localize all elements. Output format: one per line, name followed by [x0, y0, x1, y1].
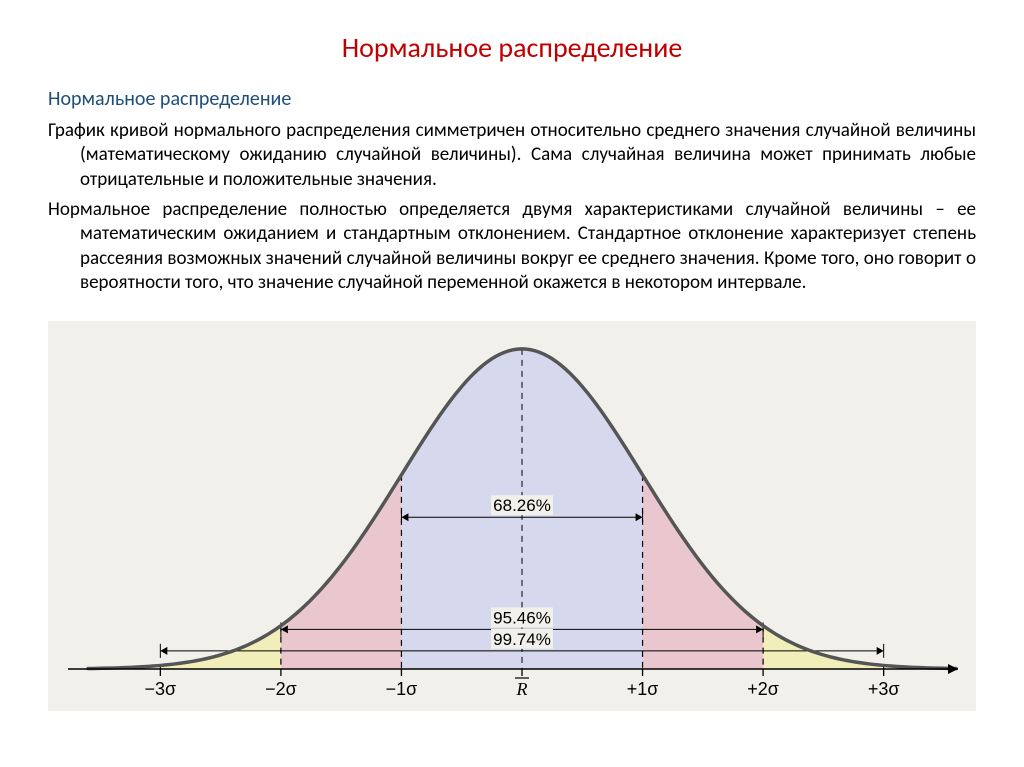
- svg-text:+1σ: +1σ: [627, 679, 659, 699]
- svg-text:99.74%: 99.74%: [493, 630, 551, 649]
- svg-text:R: R: [516, 679, 528, 699]
- normal-distribution-chart: 68.26% 95.46% 99.74% −3σ −2σ −1σ R +1σ +2σ +3σ: [48, 321, 976, 711]
- main-title: Нормальное распределение: [48, 30, 976, 65]
- paragraph-1: График кривой нормального распределения …: [48, 119, 976, 192]
- paragraph-2: Нормальное распределение полностью опред…: [48, 198, 976, 295]
- svg-text:68.26%: 68.26%: [493, 496, 551, 515]
- svg-text:+2σ: +2σ: [747, 679, 779, 699]
- svg-text:−1σ: −1σ: [386, 679, 418, 699]
- svg-text:−2σ: −2σ: [265, 679, 297, 699]
- svg-text:+3σ: +3σ: [868, 679, 900, 699]
- svg-text:95.46%: 95.46%: [493, 609, 551, 628]
- svg-text:−3σ: −3σ: [145, 679, 177, 699]
- subtitle: Нормальное распределение: [48, 87, 976, 111]
